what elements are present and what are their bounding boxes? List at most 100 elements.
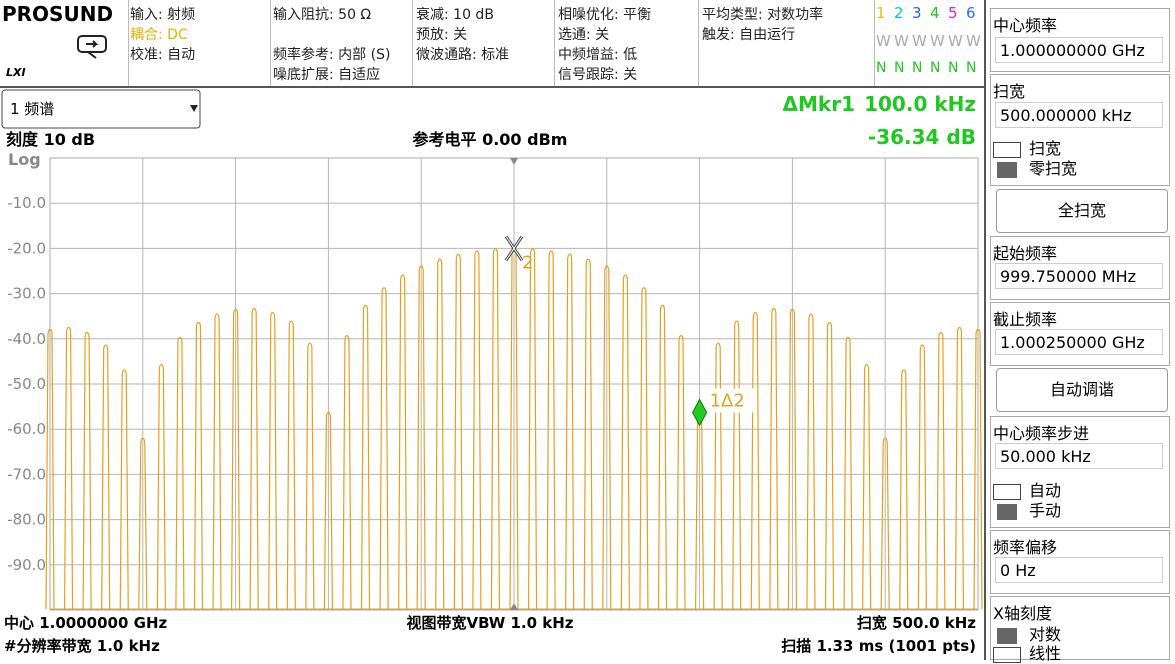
status-col: 平均类型: 对数功率 触发: 自由运行 [698, 0, 875, 86]
trace-status-item: 2 [894, 4, 904, 22]
spectral-line [583, 258, 593, 610]
softkey-value: 999.750000 MHz [995, 263, 1163, 289]
vbw: 视图带宽VBW 1.0 kHz [406, 614, 573, 632]
status: 预放: 关 [416, 27, 468, 43]
status-col: 输入阻抗: 50 Ω 频率参考: 内部 (S) 噪底扩展: 自适应 [270, 0, 413, 86]
icon [77, 35, 107, 59]
spectral-line [398, 274, 408, 610]
divider [0, 86, 984, 88]
spectral-line [305, 342, 315, 610]
scale: 刻度 10 dB [6, 130, 95, 149]
softkey-label: X轴刻度 [993, 604, 1052, 623]
spectral-line [936, 331, 946, 610]
softkey[interactable]: 起始频率 999.750000 MHz [990, 236, 1170, 300]
spectral-line [231, 308, 241, 610]
option[interactable]: 线性 [993, 640, 1061, 664]
spectral-line [472, 250, 482, 610]
status: 输入: 射频 [130, 7, 196, 23]
option[interactable]: 扫宽 [993, 135, 1061, 159]
ref-marker [510, 603, 518, 610]
y-tick-label: -90.0 [7, 556, 46, 574]
button[interactable]: 全扫宽 [996, 189, 1168, 233]
spectral-line [268, 311, 278, 610]
option-label: 自动 [1029, 481, 1062, 500]
softkey-label: 频率偏移 [993, 538, 1058, 557]
view-selector[interactable] [1, 89, 201, 129]
spectral-line [119, 369, 129, 610]
option-label: 零扫宽 [1029, 159, 1078, 178]
spectral-line [379, 287, 389, 610]
spectral-line [63, 326, 74, 610]
spectral-line [620, 274, 630, 610]
softkey-value: 500.000000 kHz [995, 102, 1163, 128]
trace-status-item: W [876, 32, 891, 50]
marker-delta [692, 398, 708, 427]
spectral-line [769, 307, 779, 610]
marker-label: 1Δ2 [710, 390, 745, 411]
option[interactable]: 手动 [993, 497, 1061, 521]
spectral-line [954, 326, 965, 610]
option[interactable]: 对数 [993, 621, 1061, 645]
dropdown-arrow [190, 105, 198, 112]
softkey[interactable]: 中心频率步进 50.000 kHz 自动 手动 [990, 416, 1170, 528]
spectral-line [806, 313, 816, 610]
spectral-line [824, 321, 835, 610]
trace-status-item: W [912, 32, 927, 50]
softkey-value: 50.000 kHz [995, 443, 1163, 469]
trace-status-item: 5 [948, 4, 958, 22]
spectral-line [862, 363, 872, 610]
softkey[interactable]: 截止频率 1.000250000 GHz [990, 302, 1170, 366]
delta-marker-x: 100.0 kHz [864, 92, 976, 116]
option[interactable]: 自动 [993, 477, 1061, 501]
softkey-value: 1.000000000 GHz [995, 37, 1163, 63]
trace-status-item: N [912, 60, 923, 76]
spectral-line [156, 363, 166, 610]
spectral-line [45, 328, 55, 610]
y-tick-label: -70.0 [7, 465, 46, 483]
status-col: 衰减: 10 dB 预放: 关 微波通路: 标准 [412, 0, 555, 86]
status: 耦合: DC [130, 27, 188, 43]
status-col: 相噪优化: 平衡 选通: 关 中频增益: 低 信号跟踪: 关 [554, 0, 699, 86]
trace-status-item: N [876, 60, 887, 76]
delta-marker-y: -36.34 dB [868, 125, 976, 149]
trace-status-item: 3 [912, 4, 922, 22]
status: 信号跟踪: 关 [558, 67, 638, 83]
y-tick-label: -80.0 [7, 511, 46, 529]
spectral-line [527, 248, 538, 610]
trace-status-item: W [966, 32, 981, 50]
softkey[interactable]: 频率偏移 0 Hz [990, 530, 1170, 594]
y-tick-label: -20.0 [7, 239, 46, 257]
button[interactable]: 自动调谐 [996, 368, 1168, 412]
trace-status-item: W [894, 32, 909, 50]
softkey-label: 起始频率 [993, 244, 1058, 263]
spectral-line [750, 311, 760, 610]
softkey-value: 1.000250000 GHz [995, 329, 1163, 355]
option[interactable]: 零扫宽 [993, 155, 1077, 179]
ref-marker [510, 158, 518, 165]
spectral-line [453, 253, 463, 610]
status-col: 输入: 射频 耦合: DC 校准: 自动 [128, 0, 271, 86]
spectral-line [973, 328, 983, 610]
y-tick-label: -10.0 [7, 194, 46, 212]
softkey-value: 0 Hz [995, 557, 1163, 583]
status: 衰减: 10 dB [416, 7, 494, 23]
spectral-line [787, 308, 797, 610]
spectral-line [657, 304, 668, 610]
option-label: 扫宽 [1029, 139, 1062, 158]
trace-status-item: N [948, 60, 959, 76]
softkey-label: 扫宽 [993, 82, 1026, 101]
softkey[interactable]: X轴刻度 对数 线性 [990, 596, 1170, 663]
spectral-line [843, 336, 853, 610]
status: 噪底扩展: 自适应 [273, 67, 381, 83]
trace-status-item: 4 [930, 4, 940, 22]
trace-status-item: 1 [876, 4, 886, 22]
spectral-line [175, 336, 185, 610]
logo: PROSUND [2, 2, 114, 26]
spectrum-plot: 1 频谱 ΔMkr1 100.0 kHz -36.34 dB 刻度 10 dB … [1, 89, 983, 655]
spectral-line [360, 304, 371, 610]
softkey[interactable]: 中心频率 1.000000000 GHz [990, 8, 1170, 72]
softkey-label: 中心频率步进 [993, 424, 1090, 443]
y-tick-label: -30.0 [7, 285, 46, 303]
softkey[interactable]: 扫宽 500.000000 kHz 扫宽 零扫宽 [990, 74, 1170, 186]
